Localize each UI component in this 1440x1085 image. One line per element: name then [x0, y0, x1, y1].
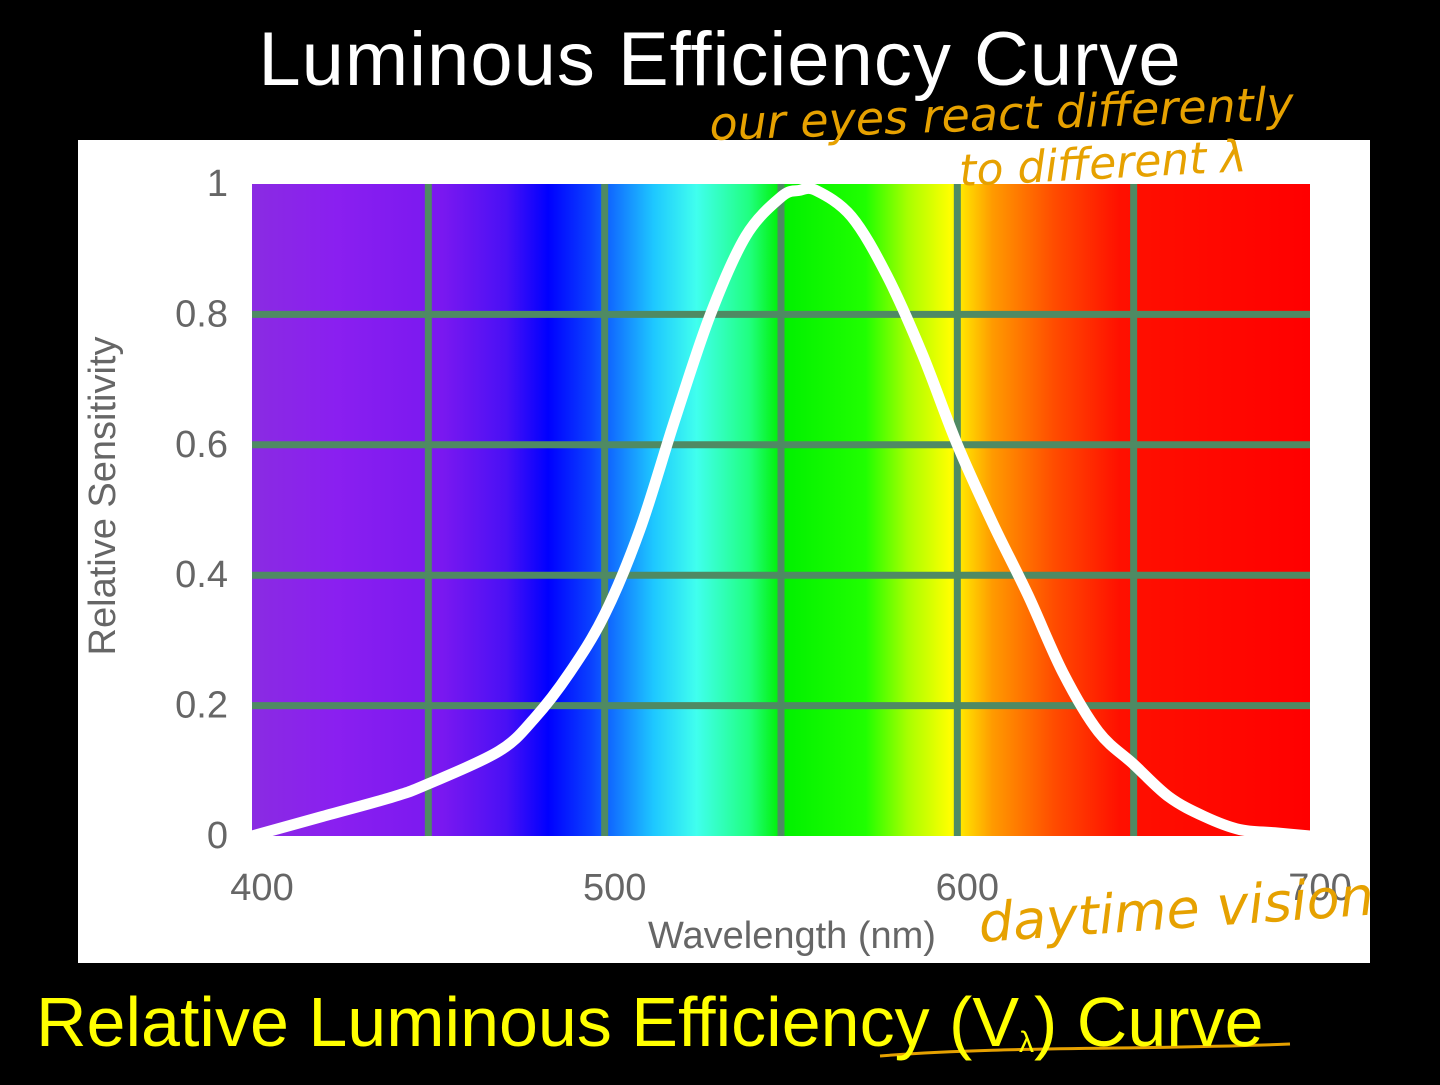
x-axis-label: Wavelength (nm): [648, 915, 936, 957]
y-tick-label: 0.8: [175, 293, 228, 335]
y-tick-labels: 0 0.2 0.4 0.6 0.8 1: [175, 163, 228, 857]
y-tick-label: 0.4: [175, 554, 228, 596]
x-tick-label: 400: [230, 867, 293, 909]
annotation-underline: [879, 1042, 1291, 1058]
y-tick-label: 1: [207, 163, 228, 205]
grid-lines: [252, 184, 1310, 836]
page-title: Luminous Efficiency Curve: [258, 17, 1182, 102]
y-tick-label: 0.2: [175, 685, 228, 727]
sensitivity-curve: [246, 182, 1316, 842]
subtitle-text-after: ) Curve: [1034, 983, 1264, 1061]
x-tick-label: 500: [583, 867, 646, 909]
x-tick-labels: 400 500 600 700: [230, 867, 1351, 909]
subtitle-subscript: λ: [1019, 1026, 1035, 1059]
annotation-bottom: daytime vision: [977, 865, 1376, 955]
y-axis-label: Relative Sensitivity: [82, 337, 124, 656]
subtitle-text-before: Relative Luminous Efficiency (V: [36, 983, 1020, 1061]
x-tick-label: 700: [1288, 867, 1351, 909]
y-tick-label: 0: [207, 815, 228, 857]
y-tick-label: 0.6: [175, 424, 228, 466]
chart-subtitle: Relative Luminous Efficiency (Vλ) Curve: [36, 980, 1436, 1085]
x-tick-label: 600: [936, 867, 999, 909]
